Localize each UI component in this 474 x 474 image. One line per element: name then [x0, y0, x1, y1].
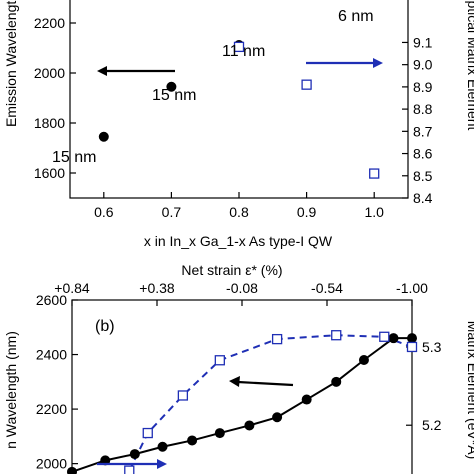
panel-b-right-y-label: Matrix Element (eV*A) [465, 321, 474, 459]
panel-b-left-y-tick-label: 2000 [36, 456, 67, 472]
panel-b-left-y-label: n Wavelength (nm) [3, 331, 19, 449]
panel-a-left-y-ticks: 1600 1800 2000 2200 [34, 15, 76, 181]
panel-b-marks [67, 330, 418, 474]
panel-b-frame [71, 299, 413, 474]
panel-a-right-y-tick-label: 8.6 [413, 146, 433, 162]
panel-b-top-x-ticks: +0.84 +0.38 -0.08 -0.54 -1.00 [54, 280, 428, 306]
panel-b-point-wavelength [157, 441, 168, 452]
panel-b-point-matrix-element [124, 465, 135, 474]
panel-b-lines [71, 334, 413, 473]
annotation-15nm-a: 15 nm [52, 149, 96, 166]
panel-b-point-wavelength [67, 466, 77, 474]
panel-b-left-y-tick-label: 2600 [36, 292, 67, 308]
panel-a-left-y-tick-label: 1600 [34, 165, 65, 181]
panel-b-point-wavelength [407, 333, 417, 344]
panel-b-top-x-tick-label: -0.08 [226, 280, 258, 296]
panel-a-point-matrix-element [301, 79, 312, 90]
panel-a-right-y-tick-label: 8.4 [413, 190, 433, 206]
panel-b-left-y-tick-label: 2400 [36, 347, 67, 363]
panel-b-top-x-tick-label: -0.54 [311, 280, 343, 296]
panel-a-right-y-tick-label: 9.0 [413, 57, 433, 73]
annotation-15nm-b: 15 nm [152, 87, 196, 104]
panel-b-point-matrix-element [177, 390, 189, 401]
panel-b-point-wavelength [214, 428, 225, 439]
panel-b-top-x-tick-label: -1.00 [396, 280, 428, 296]
panel-b-point-wavelength [388, 333, 399, 344]
panel-a-right-y-label: Optical Matrix Element [465, 0, 474, 131]
panel-b-point-wavelength [244, 420, 255, 431]
panel-b-point-matrix-element [406, 341, 418, 353]
panel-a-point-matrix-element [233, 41, 245, 53]
panel-b-top-x-label: Net strain ε* (%) [181, 262, 282, 278]
panel-a-x-tick-label: 1.0 [364, 204, 384, 220]
panel-b-left-y-tick-label: 2200 [36, 401, 67, 417]
panel-a-point-wavelength [166, 81, 177, 92]
panel-a-left-y-label: Emission Wavelength [3, 0, 19, 127]
panel-a-point-matrix-element [369, 168, 380, 179]
panel-b-right-y-tick-label: 5.3 [422, 339, 442, 355]
panel-b-right-arrow [97, 459, 167, 469]
panel-b-point-wavelength [187, 435, 198, 446]
annotation-6nm: 6 nm [338, 8, 374, 25]
panel-b-point-matrix-element [379, 331, 390, 342]
panel-a-right-y-ticks: 8.4 8.5 8.6 8.7 8.8 8.9 9.0 9.1 [402, 34, 433, 206]
panel-a-x-tick-label: 0.7 [162, 204, 182, 220]
annotation-11nm: 11 nm [222, 43, 265, 60]
panel-a-x-ticks: 0.6 0.7 0.8 0.9 1.0 [94, 192, 384, 220]
panel-b-point-wavelength [272, 412, 283, 423]
panel-a-point-wavelength [98, 131, 109, 142]
panel-b-label: (b) [95, 318, 115, 335]
panel-a-x-tick-label: 0.8 [229, 204, 249, 220]
panel-b-point-wavelength [129, 449, 140, 460]
panel-b-point-wavelength [331, 376, 342, 387]
panel-a-left-y-tick-label: 1800 [34, 115, 65, 131]
panel-b-point-matrix-element [214, 355, 225, 366]
panel-a-left-y-tick-label: 2200 [34, 15, 65, 31]
panel-b: Net strain ε* (%) +0.84 +0.38 -0.08 -0.54 -1… [3, 262, 474, 474]
panel-b-point-wavelength [100, 455, 111, 466]
panel-b-point-matrix-element [331, 330, 342, 341]
panel-b-right-y-tick-label: 5.2 [422, 417, 442, 433]
panel-a-left-y-tick-label: 2000 [34, 65, 65, 81]
panel-a-x-tick-label: 0.9 [297, 204, 317, 220]
panel-a-right-arrow [306, 58, 383, 68]
panel-a-right-y-tick-label: 8.8 [413, 101, 433, 117]
panel-b-point-matrix-element [271, 333, 283, 345]
panel-a-right-y-tick-label: 8.9 [413, 79, 433, 95]
panel-a-marks [98, 40, 380, 179]
panel-b-matrix-element-line [128, 334, 413, 472]
panel-b-point-wavelength [358, 355, 369, 365]
panel-a-right-y-tick-label: 8.5 [413, 168, 433, 184]
panel-b-left-y-ticks: 2000 2200 2400 2600 [36, 292, 78, 472]
panel-a-right-y-tick-label: 9.1 [413, 34, 433, 50]
panel-a-x-tick-label: 0.6 [94, 204, 114, 220]
panel-b-top-x-tick-label: +0.38 [139, 280, 175, 296]
panel-a-frame [69, 0, 409, 199]
panel-b-point-wavelength [301, 394, 312, 405]
panel-b-left-arrow [229, 376, 294, 387]
panel-a-left-arrow [97, 66, 175, 76]
panel-a-x-label: x in In_x Ga_1-x As type-I QW [144, 233, 333, 249]
panel-b-right-y-ticks: 5.2 5.3 [406, 339, 442, 433]
panel-a-right-y-tick-label: 8.7 [413, 123, 433, 139]
panel-b-top-x-tick-label: +0.84 [54, 280, 90, 296]
panel-b-point-matrix-element [142, 427, 153, 439]
